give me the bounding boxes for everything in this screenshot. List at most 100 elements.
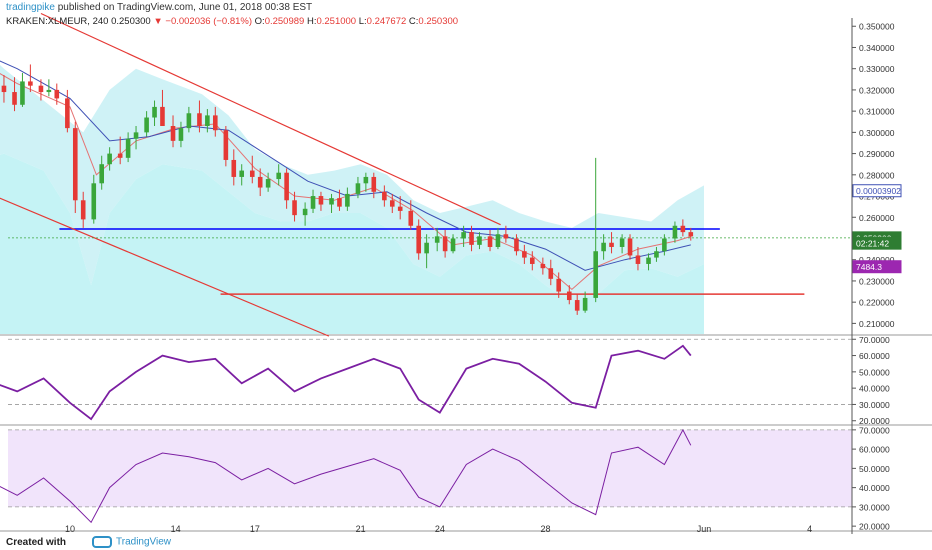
- candle-body: [54, 89, 60, 99]
- candle-body: [408, 210, 414, 226]
- price-tick-label: 0.260000: [859, 213, 895, 223]
- time-tick-label: 14: [171, 524, 181, 534]
- last-price: 0.250300: [111, 16, 151, 27]
- cloud-area: [0, 65, 704, 334]
- candle-body: [80, 200, 86, 220]
- candle-body: [672, 225, 678, 239]
- candle-body: [186, 113, 192, 129]
- time-tick-label: 21: [356, 524, 366, 534]
- candle-body: [355, 183, 361, 194]
- price-tick-label: 0.230000: [859, 276, 895, 286]
- price-label-text: 02:21:42: [856, 239, 889, 249]
- candle-body: [345, 193, 350, 207]
- time-tick-label: 10: [65, 524, 75, 534]
- candle-body: [152, 106, 157, 118]
- time-tick-label: Jun: [697, 524, 712, 534]
- close-value: 0.250300: [418, 16, 459, 27]
- indicator-tick-label: 20.0000: [859, 416, 890, 426]
- price-tick-label: 0.310000: [859, 107, 895, 117]
- indicator-tick-label: 50.0000: [859, 367, 890, 377]
- candle-body: [276, 172, 281, 180]
- candle-body: [461, 232, 466, 239]
- price-label-box: [852, 260, 902, 274]
- candle-body: [197, 113, 202, 126]
- candle-body: [389, 200, 395, 207]
- candlesticks: [1, 64, 694, 315]
- candle-body: [680, 225, 686, 233]
- candle-body: [514, 238, 519, 252]
- candle-body: [627, 238, 633, 256]
- price-tick-label: 0.210000: [859, 319, 895, 329]
- price-tick-label: 0.320000: [859, 85, 895, 95]
- candle-body: [72, 128, 78, 201]
- candle-body: [99, 164, 104, 184]
- candle-body: [249, 170, 255, 177]
- candle-body: [223, 130, 229, 160]
- price-tick-label: 0.300000: [859, 128, 895, 138]
- candle-body: [46, 89, 52, 93]
- ichimoku-cloud: [0, 65, 704, 303]
- candle-body: [125, 138, 131, 158]
- candle-body: [107, 153, 112, 165]
- volume-profile-fill: [0, 153, 704, 334]
- price-label-text: 7484.3: [856, 262, 882, 272]
- indicator-tick-label: 40.0000: [859, 483, 890, 493]
- price-tick-label: 0.220000: [859, 298, 895, 308]
- candle-body: [117, 153, 123, 158]
- candle-body: [318, 196, 324, 205]
- price-tick-label: 0.340000: [859, 43, 895, 53]
- rsi-panel: 70.0000 60.0000 50.0000 40.0000 30.0000 20.00…: [0, 335, 890, 426]
- candle-body: [337, 198, 342, 207]
- candle-body: [292, 200, 297, 216]
- candle-body: [424, 242, 429, 254]
- indicator-tick-label: 20.0000: [859, 522, 890, 532]
- footer: Created with TradingView: [0, 534, 932, 550]
- candle-body: [1, 85, 7, 93]
- indicator-tick-label: 60.0000: [859, 351, 890, 361]
- indicator-tick-label: 50.0000: [859, 464, 890, 474]
- low-label: L:: [358, 16, 367, 27]
- indicator-tick-label: 30.0000: [859, 400, 890, 410]
- candle-body: [257, 176, 263, 188]
- candle-body: [12, 92, 17, 105]
- candle-body: [265, 179, 271, 188]
- candle-body: [566, 291, 572, 301]
- candle-body: [574, 300, 580, 311]
- tradingview-logo-icon: [92, 536, 112, 548]
- candle-body: [329, 198, 334, 205]
- candle-body: [609, 242, 614, 247]
- time-tick-label: 17: [250, 524, 260, 534]
- price-label-box: [852, 184, 902, 198]
- price-tick-label: 0.330000: [859, 64, 895, 74]
- candle-body: [91, 183, 97, 220]
- candle-body: [371, 176, 377, 192]
- price-tick-label: 0.280000: [859, 170, 895, 180]
- high-label: H:: [306, 16, 317, 27]
- indicator-line: [0, 344, 692, 421]
- candle-body: [662, 238, 667, 252]
- open-label: O:: [254, 16, 265, 27]
- candle-body: [212, 115, 218, 131]
- low-value: 0.247672: [366, 16, 407, 27]
- time-tick-label: 24: [435, 524, 445, 534]
- symbol-label: KRAKEN:XLMEUR, 240: [6, 16, 109, 27]
- candle-body: [284, 172, 289, 201]
- candle-body: [487, 236, 493, 247]
- indicator-tick-label: 60.0000: [859, 445, 890, 455]
- candle-body: [688, 232, 694, 237]
- price-label-box: [852, 236, 902, 250]
- tradingview-link[interactable]: TradingView: [92, 536, 171, 548]
- candle-body: [477, 236, 482, 245]
- publish-header: tradingpike published on TradingView.com…: [6, 2, 312, 13]
- candle-body: [302, 208, 308, 216]
- author-name[interactable]: tradingpike: [6, 2, 55, 13]
- overlay-lines: [0, 12, 852, 337]
- price-tick-label: 0.240000: [859, 255, 895, 265]
- candle-body: [593, 251, 598, 298]
- candle-body: [205, 115, 210, 126]
- candle-body: [646, 257, 651, 264]
- candle-body: [540, 263, 546, 269]
- candle-body: [529, 257, 535, 264]
